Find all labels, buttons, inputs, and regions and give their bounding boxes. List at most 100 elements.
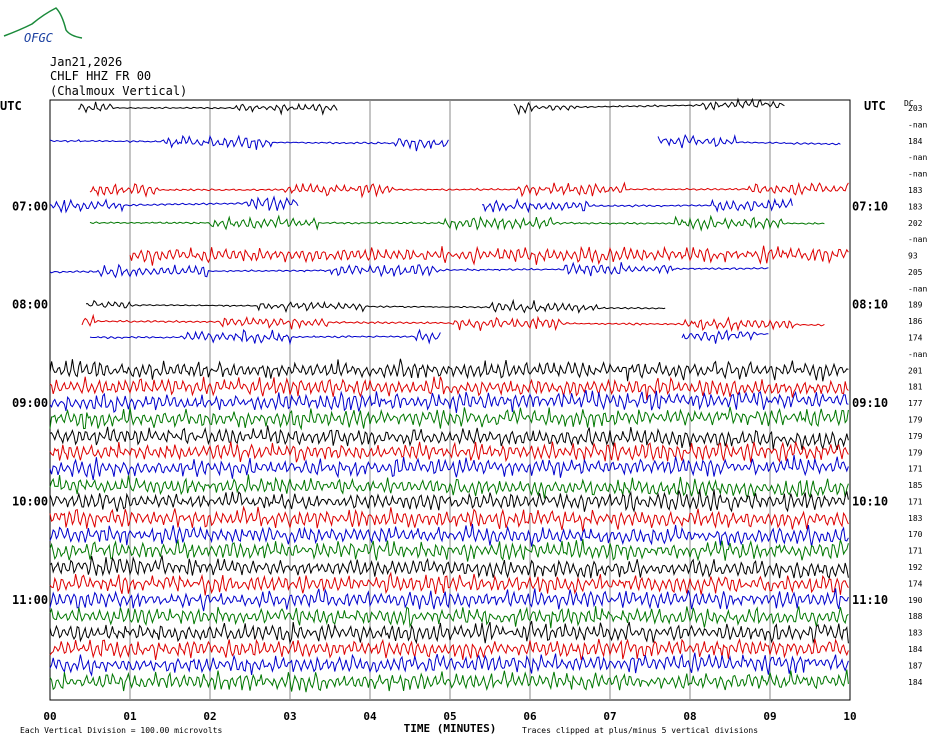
dc-value: 188 — [908, 612, 923, 621]
dc-value: 185 — [908, 481, 923, 490]
left-utc-label: UTC — [0, 99, 22, 113]
station-label: CHLF HHZ FR 00 — [50, 69, 151, 83]
trace-line — [49, 134, 449, 152]
x-tick-label: 06 — [523, 710, 537, 723]
x-tick-labels: 00 01 02 03 04 05 06 07 08 09 10 — [43, 710, 856, 723]
right-hour-label: 10:10 — [852, 494, 888, 508]
footer-right-note: Traces clipped at plus/minus 5 vertical … — [522, 726, 758, 735]
date-label: Jan21,2026 — [50, 55, 122, 69]
trace-line — [81, 313, 825, 333]
dc-value: -nan — [908, 170, 927, 179]
trace-group — [49, 97, 849, 693]
dc-value: 187 — [908, 661, 923, 670]
dc-value: -nan — [908, 235, 927, 244]
trace-line — [49, 454, 849, 481]
left-hour-labels: 07:00 08:00 09:00 10:00 11:00 — [12, 199, 48, 606]
trace-line — [49, 523, 849, 547]
dc-value: 201 — [908, 366, 923, 375]
dc-value: 202 — [908, 219, 923, 228]
trace-line — [49, 376, 849, 400]
ofgc-logo: OFGC — [3, 7, 83, 45]
station-name-label: (Chalmoux Vertical) — [50, 84, 187, 98]
right-hour-label: 08:10 — [852, 298, 888, 312]
trace-line — [89, 328, 441, 346]
trace-line — [89, 181, 849, 199]
trace-line — [49, 358, 849, 382]
dc-value: 174 — [908, 579, 923, 588]
dc-value: 93 — [908, 252, 918, 261]
dc-label: DC — [904, 99, 914, 108]
dc-value: 179 — [908, 432, 923, 441]
trace-line — [657, 133, 841, 149]
dc-value: 190 — [908, 596, 923, 605]
left-hour-label: 10:00 — [12, 494, 48, 508]
x-tick-label: 07 — [603, 710, 616, 723]
dc-value: 205 — [908, 268, 923, 277]
dc-value: 183 — [908, 202, 923, 211]
right-utc-label: UTC — [864, 99, 886, 113]
x-tick-label: 09 — [763, 710, 776, 723]
dc-value: 170 — [908, 530, 923, 539]
trace-line — [85, 298, 666, 314]
trace-line — [49, 406, 849, 431]
dc-value: 183 — [908, 514, 923, 523]
x-tick-label: 10 — [843, 710, 856, 723]
dc-value: 186 — [908, 317, 923, 326]
trace-line — [681, 329, 769, 344]
trace-line — [49, 555, 849, 580]
dc-value: 184 — [908, 137, 923, 146]
dc-value: -nan — [908, 284, 927, 293]
trace-line — [49, 606, 849, 629]
left-hour-label: 11:00 — [12, 593, 48, 607]
x-tick-label: 01 — [123, 710, 137, 723]
trace-line — [49, 261, 769, 279]
dc-value: 184 — [908, 645, 923, 654]
trace-line — [49, 538, 849, 562]
dc-value: -nan — [908, 350, 927, 359]
x-tick-label: 08 — [683, 710, 696, 723]
dc-value: 189 — [908, 301, 923, 310]
trace-line — [49, 425, 849, 451]
dc-value: 179 — [908, 448, 923, 457]
left-hour-label: 08:00 — [12, 298, 48, 312]
trace-line — [49, 571, 849, 596]
dc-value: 183 — [908, 629, 923, 638]
dc-value: 192 — [908, 563, 923, 572]
trace-line — [49, 505, 849, 532]
trace-line — [49, 669, 849, 693]
trace-line — [89, 214, 825, 232]
left-hour-label: 07:00 — [12, 199, 48, 213]
dc-value-column: 203 -nan 184 -nan -nan 183 183 202 -nan 93 205 -nan… — [908, 104, 927, 687]
trace-line — [49, 195, 299, 214]
left-hour-label: 09:00 — [12, 396, 48, 410]
dc-value: 183 — [908, 186, 923, 195]
right-hour-label: 09:10 — [852, 396, 888, 410]
dc-value: 171 — [908, 465, 923, 474]
x-tick-label: 04 — [363, 710, 377, 723]
x-tick-label: 05 — [443, 710, 456, 723]
dc-value: 174 — [908, 334, 923, 343]
right-hour-labels: 07:10 08:10 09:10 10:10 11:10 — [852, 199, 888, 606]
dc-value: 171 — [908, 497, 923, 506]
trace-line — [49, 588, 849, 612]
trace-line — [49, 489, 849, 514]
trace-line — [129, 245, 849, 266]
trace-line — [49, 652, 849, 677]
trace-line — [49, 474, 849, 500]
trace-line — [49, 390, 849, 414]
x-tick-label: 03 — [283, 710, 296, 723]
dc-value: -nan — [908, 153, 927, 162]
footer-left-note: Each Vertical Division = 100.00 microvol… — [20, 726, 222, 735]
trace-line — [49, 620, 849, 645]
dc-value: 203 — [908, 104, 923, 113]
trace-line — [482, 197, 793, 214]
trace-line — [513, 97, 785, 116]
trace-line — [49, 637, 849, 661]
x-tick-label: 02 — [203, 710, 216, 723]
dc-value: 181 — [908, 383, 923, 392]
right-hour-label: 11:10 — [852, 593, 888, 607]
logo-text: OFGC — [24, 31, 54, 45]
right-hour-label: 07:10 — [852, 199, 888, 213]
trace-line — [49, 441, 849, 463]
